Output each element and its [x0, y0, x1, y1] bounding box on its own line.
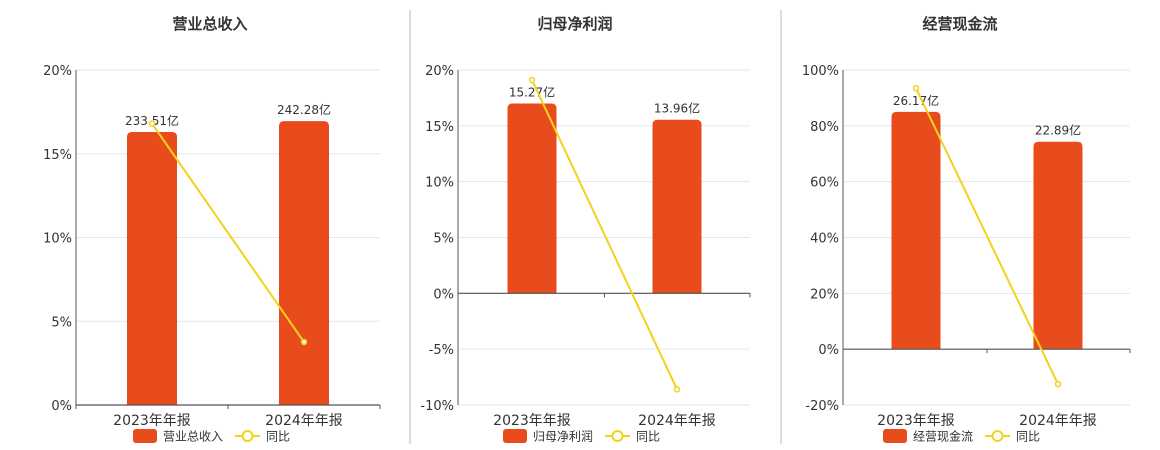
y-tick-label: 100% — [802, 64, 839, 79]
y-tick-label: 60% — [810, 176, 839, 191]
y-tick-label: 5% — [433, 232, 454, 247]
legend-label-bar: 经营现金流 — [913, 429, 973, 444]
chart-panel-1: 营业总收入0%5%10%15%20%233.51亿242.28亿2023年年报2… — [43, 15, 380, 444]
y-tick-label: 15% — [425, 120, 454, 135]
legend-swatch-bar — [503, 429, 527, 443]
bar — [279, 121, 329, 405]
legend: 营业总收入 同比 — [133, 429, 290, 444]
legend: 归母净利润 同比 — [503, 429, 660, 444]
bar-data-label: 15.27亿 — [509, 85, 555, 100]
bar — [1034, 142, 1083, 349]
y-tick-label: 40% — [810, 232, 839, 247]
legend-swatch-marker — [243, 431, 253, 441]
chart-panel-3: 经营现金流 -20% 0% 20% 40% 60% 80% 100% 26.17亿 22.89亿 2… — [802, 15, 1130, 444]
y-tick-label: 20% — [425, 64, 454, 79]
y-tick-label: 20% — [810, 287, 839, 302]
legend-label-line: 同比 — [636, 430, 660, 444]
x-tick-label: 2024年年报 — [265, 413, 343, 429]
bar-data-label: 13.96亿 — [654, 101, 700, 116]
y-tick-label: 10% — [425, 176, 454, 191]
legend-swatch-marker — [613, 431, 623, 441]
y-tick-label: 0% — [433, 287, 454, 302]
line-point — [530, 78, 535, 83]
y-tick-label: 0% — [51, 399, 72, 414]
y-tick-label: 0% — [818, 343, 839, 358]
bar — [508, 104, 557, 294]
y-tick-label: -20% — [805, 399, 839, 414]
legend-swatch-marker — [993, 431, 1003, 441]
line-point — [675, 387, 680, 392]
bar — [653, 120, 702, 294]
bar — [892, 112, 941, 349]
line-point — [302, 340, 307, 345]
x-tick-label: 2024年年报 — [1019, 413, 1097, 429]
bar — [127, 132, 177, 405]
y-tick-label: 10% — [43, 232, 72, 247]
chart-title: 经营现金流 — [922, 15, 997, 33]
legend: 经营现金流 同比 — [883, 429, 1040, 444]
legend-swatch-bar — [133, 429, 157, 443]
y-tick-label: -10% — [420, 399, 454, 414]
line-point — [150, 121, 155, 126]
legend-label-bar: 归母净利润 — [533, 430, 593, 444]
chart-title: 归母净利润 — [537, 15, 612, 33]
legend-label-line: 同比 — [266, 430, 290, 444]
x-tick-label: 2024年年报 — [638, 413, 716, 429]
legend-swatch-bar — [883, 429, 907, 443]
chart-title: 营业总收入 — [172, 15, 247, 33]
y-tick-label: 80% — [810, 120, 839, 135]
y-tick-label: -5% — [429, 343, 454, 358]
legend-label-bar: 营业总收入 — [163, 430, 223, 444]
x-tick-label: 2023年年报 — [113, 413, 191, 429]
x-tick-label: 2023年年报 — [493, 413, 571, 429]
line-point — [914, 86, 919, 91]
y-tick-label: 5% — [51, 315, 72, 330]
x-tick-label: 2023年年报 — [877, 413, 955, 429]
line-point — [1056, 382, 1061, 387]
bar-data-label: 22.89亿 — [1035, 123, 1081, 138]
bar-data-label: 242.28亿 — [277, 102, 331, 117]
bar-data-label: 26.17亿 — [893, 93, 939, 108]
y-tick-label: 15% — [43, 148, 72, 163]
y-tick-label: 20% — [43, 64, 72, 79]
chart-panel-2: 归母净利润 -10% -5% 0% 5% 10% 15% 20% 15.27亿 13.96亿 202… — [420, 15, 750, 444]
legend-label-line: 同比 — [1016, 430, 1040, 444]
